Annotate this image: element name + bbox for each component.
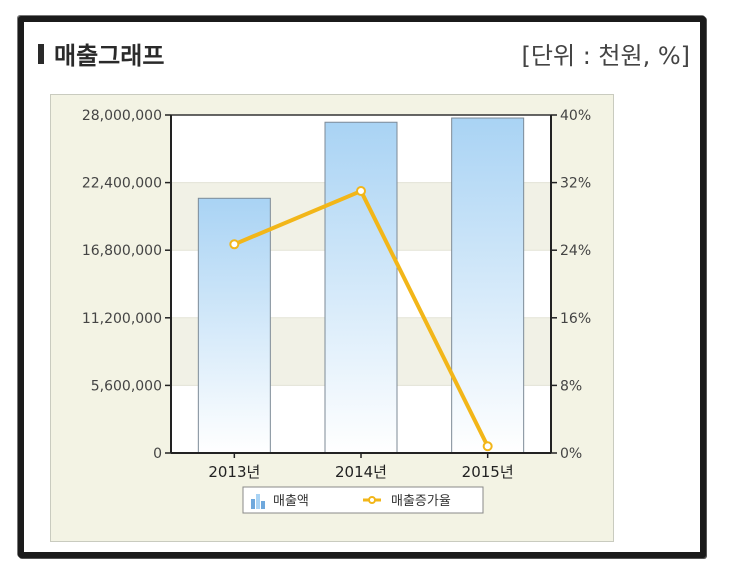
- x-tick-label: 2013년: [208, 463, 260, 481]
- y-right-tick-label: 24%: [560, 243, 591, 259]
- line-marker-icon-dot: [368, 496, 376, 504]
- bar-chart-icon: [251, 499, 255, 509]
- chart-area: 0 5,600,000 11,200,000 16,800,000 22,400,000…: [50, 94, 614, 542]
- y-left-tick-label: 16,800,000: [82, 243, 162, 259]
- x-tick-label: 2014년: [335, 463, 387, 481]
- legend-label-sales: 매출액: [273, 494, 309, 509]
- legend-label-growth: 매출증가율: [391, 494, 451, 509]
- growth-rate-point-2013년: [229, 239, 240, 250]
- y-left-tick-label: 0: [153, 446, 162, 462]
- bar-2013년: [197, 197, 271, 454]
- bar-2015년: [451, 117, 525, 454]
- growth-rate-point-2014년: [356, 186, 366, 197]
- y-left-tick-label: 11,200,000: [82, 311, 162, 327]
- title-bar: 매출그래프 [단위 : 천원, %]: [24, 22, 700, 74]
- y-right-tick-label: 16%: [560, 311, 591, 327]
- title-marker-icon: [38, 44, 44, 64]
- y-right-tick-label: 32%: [560, 176, 591, 192]
- unit-label: [단위 : 천원, %]: [521, 42, 690, 70]
- legend-box: [242, 486, 484, 514]
- y-left-tick-label: 28,000,000: [82, 108, 162, 124]
- y-left-tick-label: 5,600,000: [91, 378, 162, 394]
- y-right-tick-label: 8%: [560, 378, 582, 394]
- y-left-tick-label: 22,400,000: [82, 176, 162, 192]
- x-tick-label: 2015년: [462, 463, 514, 481]
- y-right-tick-label: 0%: [560, 446, 582, 462]
- combo-chart: 0 5,600,000 11,200,000 16,800,000 22,400,000…: [82, 108, 591, 514]
- growth-rate-point-2015년: [482, 441, 493, 452]
- page-title: 매출그래프: [54, 42, 165, 70]
- bar-chart-icon-bar: [261, 501, 265, 509]
- bar-2014년: [324, 121, 398, 454]
- bar-chart-icon-bar: [256, 494, 260, 509]
- y-right-tick-label: 40%: [560, 108, 591, 124]
- chart-frame: 매출그래프 [단위 : 천원, %] 0 5,600,000 11,200,000 1…: [18, 16, 706, 558]
